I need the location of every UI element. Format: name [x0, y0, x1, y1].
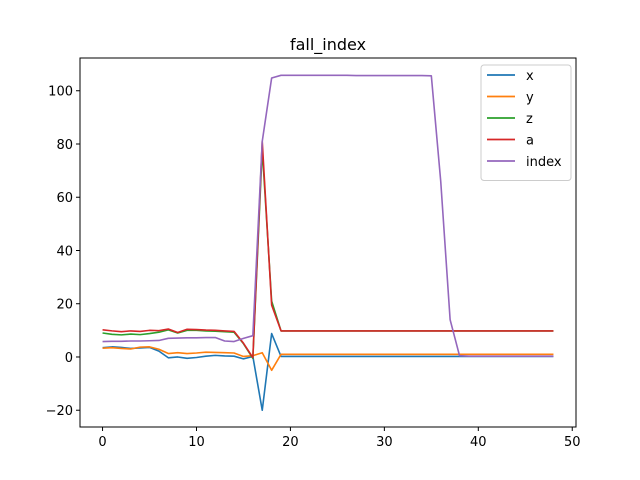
legend-label-z: z [526, 112, 533, 127]
chart-title: fall_index [290, 35, 366, 55]
legend-box [480, 64, 572, 181]
plot-frame [79, 57, 577, 428]
x-tick-label: 50 [564, 435, 581, 450]
series-layer [102, 74, 554, 412]
x-tick-label: 30 [376, 435, 393, 450]
axis-layer: 0 10 20 30 40 50 −20 0 20 40 60 80 100 [46, 85, 581, 450]
y-tick-label: −20 [46, 404, 73, 419]
y-tick-label: 80 [56, 138, 73, 153]
legend-label-x: x [526, 69, 534, 84]
series-line-x [102, 332, 554, 412]
legend-label-a: a [526, 134, 534, 149]
legend-label-index: index [526, 155, 562, 170]
x-tick-label: 10 [188, 435, 205, 450]
y-tick-label: 20 [56, 298, 73, 313]
x-tick-label: 20 [282, 435, 299, 450]
series-line-a [102, 140, 554, 359]
legend-label-y: y [526, 91, 534, 106]
y-tick-label: 0 [65, 351, 73, 366]
y-tick-label: 100 [48, 85, 73, 100]
y-tick-label: 40 [56, 244, 73, 259]
y-tick-label: 60 [56, 191, 73, 206]
series-line-index [102, 74, 554, 357]
x-tick-label: 40 [470, 435, 487, 450]
x-tick-label: 0 [98, 435, 106, 450]
series-line-y [102, 346, 554, 372]
